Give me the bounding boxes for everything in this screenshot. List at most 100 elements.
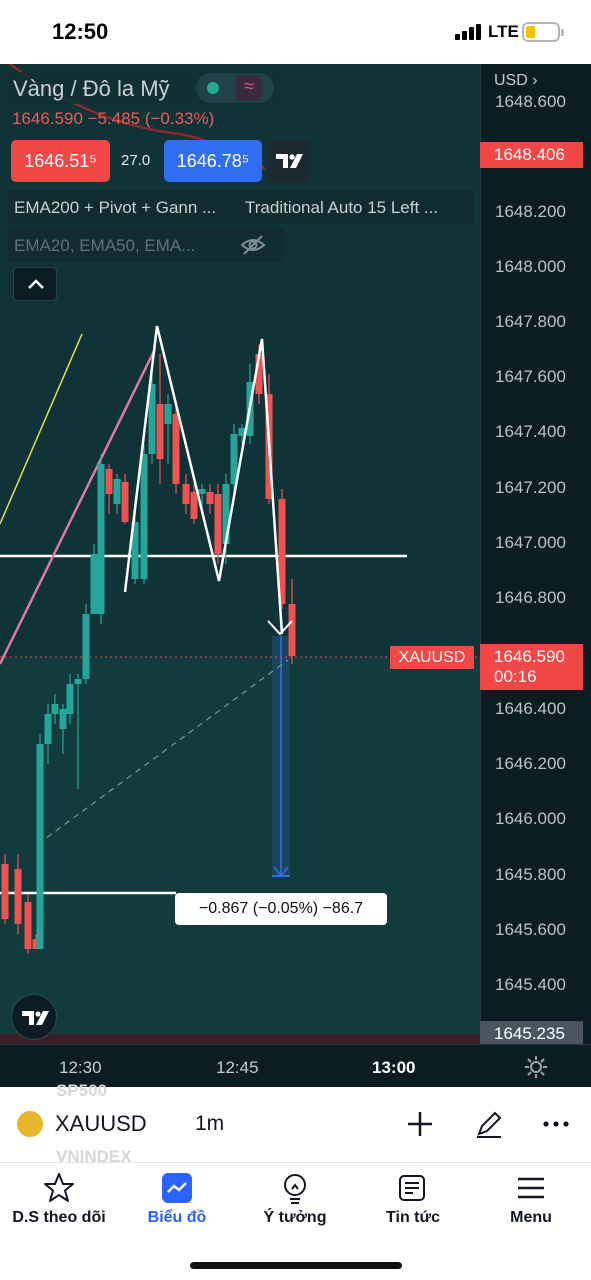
status-bar: 12:50 LTE: [0, 0, 591, 64]
gear-icon[interactable]: [524, 1055, 548, 1079]
ghost-symbol: SP500: [56, 1081, 108, 1100]
wave-icon: ≈: [236, 76, 262, 100]
nav-news[interactable]: Tin tức: [354, 1171, 472, 1227]
tradingview-icon: [276, 154, 303, 168]
tradingview-logo[interactable]: [11, 994, 57, 1040]
price-tick: 1648.200: [495, 202, 566, 221]
candle-body: [222, 484, 230, 544]
ghost-symbol: VNINDEX: [56, 1147, 132, 1166]
top-price-tag: 1648.406: [480, 142, 583, 168]
nav-label: Biểu đồ: [147, 1209, 207, 1226]
candle-body: [238, 428, 246, 436]
price-tick: 1645.400: [495, 975, 566, 994]
candle-body: [148, 384, 156, 454]
timeframe-button[interactable]: 1m: [195, 1112, 225, 1135]
candle-body: [51, 704, 59, 714]
time-tick: 13:00: [372, 1058, 416, 1077]
nav-label: Menu: [510, 1209, 552, 1226]
symbol-button[interactable]: XAUUSD: [55, 1111, 147, 1136]
last-price-tag: 1646.590 00:16: [480, 644, 583, 690]
candle-body: [44, 714, 52, 744]
price-tick: 1646.400: [495, 699, 566, 718]
hidden-indicators-row[interactable]: EMA20, EMA50, EMA...: [8, 228, 284, 262]
price-tick: 1647.200: [495, 478, 566, 497]
buy-button[interactable]: 1646.78⁵: [164, 140, 262, 182]
indicator-label-2[interactable]: Traditional Auto 15 Left ...: [245, 198, 439, 217]
candle-body: [255, 354, 263, 394]
indicators-row[interactable]: EMA200 + Pivot + Gann ... Traditional Au…: [8, 190, 474, 224]
candle-body: [214, 494, 222, 554]
candle-body: [66, 684, 74, 714]
nav-menu[interactable]: Menu: [472, 1171, 590, 1227]
candle-body: [36, 744, 44, 949]
price-tick: 1648.000: [495, 257, 566, 276]
price-tick: 1645.800: [495, 865, 566, 884]
tradingview-button[interactable]: [268, 140, 310, 182]
market-status-pill[interactable]: ≈: [196, 73, 274, 103]
price-tick: 1646.200: [495, 754, 566, 773]
news-icon: [399, 1175, 425, 1201]
candle-body: [90, 554, 98, 614]
candle-body: [14, 869, 22, 924]
network-label: LTE: [488, 22, 519, 41]
candle-body: [206, 492, 214, 504]
nav-label: Ý tưởng: [263, 1209, 327, 1226]
collapse-legend-button[interactable]: [13, 267, 57, 301]
price-tick: 1647.400: [495, 422, 566, 441]
chart-area[interactable]: Vàng / Đô la Mỹ ≈ 1646.590 −5.485 (−0.33…: [0, 64, 591, 1087]
sell-button[interactable]: 1646.51⁵: [11, 140, 110, 182]
candle-body: [121, 482, 129, 522]
bottom-nav: D.S theo dõi Biểu đồ Ý tưởng Tin tức: [0, 1162, 591, 1280]
price-tick: 1646.000: [495, 809, 566, 828]
time-axis[interactable]: 12:30 12:45 13:00: [0, 1044, 591, 1087]
tradingview-logo-icon: [22, 1011, 49, 1025]
star-icon: [44, 1173, 74, 1202]
candle-body: [164, 404, 172, 424]
currency-selector[interactable]: USD ›: [494, 72, 538, 89]
menu-icon: [518, 1177, 544, 1199]
nav-label: D.S theo dõi: [12, 1209, 106, 1226]
time-tick: 12:45: [216, 1058, 259, 1077]
symbol-title: Vàng / Đô la Mỹ: [13, 76, 170, 101]
nav-label: Tin tức: [386, 1209, 440, 1226]
market-open-icon: [207, 82, 219, 94]
indicator-label-3[interactable]: EMA20, EMA50, EMA...: [14, 236, 196, 255]
candle-body: [190, 492, 198, 519]
price-axis[interactable]: [480, 64, 591, 1087]
candle-body: [140, 454, 148, 579]
spread-value: 27.0: [121, 152, 151, 169]
candle-body: [113, 479, 121, 504]
price-tick: 1647.800: [495, 312, 566, 331]
chart-plot[interactable]: [0, 64, 591, 1087]
candle-body: [97, 464, 105, 614]
price-tick: 1646.800: [495, 588, 566, 607]
eye-off-icon[interactable]: [240, 233, 266, 257]
candle-body: [278, 499, 286, 604]
nav-chart[interactable]: Biểu đồ: [118, 1171, 236, 1227]
battery-icon: [522, 22, 564, 42]
symbol-title-row[interactable]: Vàng / Đô la Mỹ ≈: [8, 72, 280, 104]
plus-icon[interactable]: [405, 1109, 435, 1139]
nav-watchlist[interactable]: D.S theo dõi: [0, 1171, 118, 1227]
candle-body: [198, 489, 206, 494]
pen-icon[interactable]: [474, 1109, 504, 1139]
nav-ideas[interactable]: Ý tưởng: [236, 1171, 354, 1227]
bottom-price-tag: 1645.235: [480, 1021, 583, 1047]
price-tick: 1648.600: [495, 92, 566, 111]
candle-body: [32, 939, 40, 949]
candle-body: [156, 404, 164, 459]
candle-body: [82, 614, 90, 679]
price-tick: 1647.600: [495, 367, 566, 386]
time-tick: 12:30: [59, 1058, 102, 1077]
symbol-price-tag: XAUUSD: [390, 646, 474, 669]
last-price: 1646.590: [494, 647, 565, 666]
indicator-label-1[interactable]: EMA200 + Pivot + Gann ...: [14, 198, 217, 217]
chevron-up-icon: [28, 279, 44, 289]
candle-body: [24, 902, 32, 949]
candle-body: [105, 469, 113, 494]
more-icon[interactable]: [541, 1109, 571, 1139]
price-tick: 1645.600: [495, 920, 566, 939]
candle-body: [1, 864, 9, 919]
candle-body: [59, 709, 67, 729]
candle-body: [172, 414, 180, 484]
